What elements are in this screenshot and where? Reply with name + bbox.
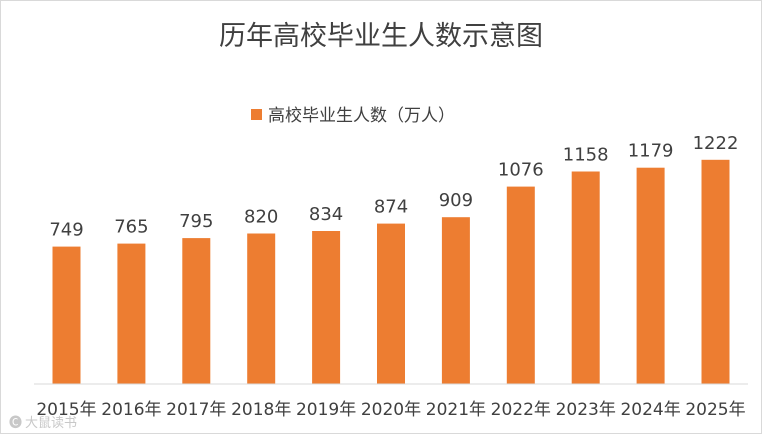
bar-7 [506,186,535,384]
bar-2 [182,238,211,384]
value-labels-group: 749 765 795 820 834 874 909 1076 1158 1179 1222 [49,133,738,241]
x-tick-label-7: 2022年 [491,400,551,420]
legend: 高校毕业生人数（万人） [251,106,455,126]
x-tick-label-10: 2025年 [685,400,745,420]
legend-label: 高校毕业生人数（万人） [268,106,455,126]
watermark-text: 大鼠读书 [25,416,77,431]
x-tick-label-1: 2016年 [101,400,161,420]
bar-0 [52,246,81,384]
value-label-8: 1158 [563,145,609,166]
value-label-7: 1076 [498,160,544,181]
watermark: 🅒 大鼠读书 [9,416,77,431]
bar-1 [117,243,146,384]
bar-3 [247,233,276,384]
x-tick-label-4: 2019年 [296,400,356,420]
bar-10 [701,159,730,384]
value-label-6: 909 [439,190,473,211]
x-tick-label-3: 2018年 [231,400,291,420]
x-tick-label-5: 2020年 [361,400,421,420]
x-tick-label-9: 2024年 [620,400,680,420]
value-label-0: 749 [49,220,83,241]
x-tick-label-2: 2017年 [166,400,226,420]
legend-swatch [251,109,262,120]
bar-9 [636,167,665,384]
value-label-10: 1222 [693,133,739,154]
bar-5 [377,223,405,384]
value-label-5: 874 [374,197,408,218]
value-label-9: 1179 [628,141,674,162]
chart-title: 历年高校毕业生人数示意图 [219,21,543,52]
watermark-icon: 🅒 [9,416,22,431]
value-label-2: 795 [179,211,213,232]
bar-4 [312,231,341,384]
bar-6 [441,217,470,384]
x-tick-label-8: 2023年 [556,400,616,420]
bar-8 [571,171,600,384]
value-label-3: 820 [244,207,278,228]
x-tick-label-0: 2015年 [36,400,96,420]
value-label-4: 834 [309,204,343,225]
value-label-1: 765 [114,217,148,238]
x-tick-labels-group: 2015年 2016年 2017年 2018年 2019年 2020年 2021年 2022年… [36,400,745,420]
x-tick-label-6: 2021年 [426,400,486,420]
bars-group [52,159,730,384]
